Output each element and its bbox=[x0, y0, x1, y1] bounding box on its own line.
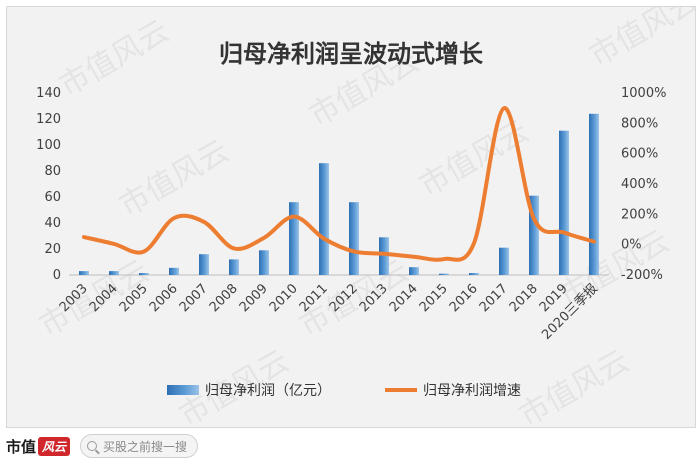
bar-2009 bbox=[259, 250, 269, 275]
bar-2010 bbox=[289, 202, 299, 275]
bar-2016 bbox=[469, 273, 479, 275]
legend-swatch-bar bbox=[167, 385, 199, 395]
footer: 市值 风云 买股之前搜一搜 bbox=[6, 430, 694, 462]
y-left-tick-label: 40 bbox=[44, 216, 61, 231]
bar-2013 bbox=[379, 237, 389, 275]
bar-2003 bbox=[79, 271, 89, 275]
bar-2018 bbox=[529, 195, 539, 275]
line-series-growth bbox=[82, 106, 596, 262]
bar-2005 bbox=[139, 273, 149, 275]
watermark-text: 市值风云 bbox=[514, 344, 635, 427]
y-left-tick-label: 100 bbox=[36, 138, 61, 153]
x-tick-label: 2010 bbox=[267, 281, 301, 315]
y-right-tick-label: 800% bbox=[621, 116, 658, 131]
y-left-tick-label: 80 bbox=[44, 164, 61, 179]
y-right-tick-label: 600% bbox=[621, 147, 658, 162]
x-tick-label: 2008 bbox=[207, 281, 241, 315]
y-left-tick-label: 120 bbox=[36, 112, 61, 127]
brand-logo[interactable]: 市值 风云 bbox=[6, 436, 71, 457]
legend-label-bar: 归母净利润（亿元） bbox=[205, 382, 331, 399]
y-left-tick-label: 0 bbox=[53, 268, 61, 283]
x-tick-label: 2018 bbox=[507, 281, 541, 315]
y-axis-left: 0 20 40 60 80 100 120 140 bbox=[36, 86, 61, 283]
x-tick-label: 2007 bbox=[177, 281, 211, 315]
bar-2020三季报 bbox=[589, 113, 599, 275]
chart-title: 归母净利润呈波动式增长 bbox=[219, 40, 484, 68]
chart-card: 市值风云 市值风云 市值风云 市值风云 市值风云 市值风云 市值风云 市值风云 市值风云 市值风云… bbox=[6, 6, 696, 428]
watermark-text: 市值风云 bbox=[54, 14, 175, 104]
bar-2008 bbox=[229, 259, 239, 275]
bar-2011 bbox=[319, 163, 329, 275]
bar-2014 bbox=[409, 267, 419, 275]
brand-name: 市值 bbox=[6, 437, 37, 456]
brand-tag: 风云 bbox=[38, 436, 71, 456]
watermark-text: 市值风云 bbox=[114, 134, 235, 224]
y-right-tick-label: 1000% bbox=[621, 86, 666, 101]
y-left-tick-label: 60 bbox=[44, 190, 61, 205]
bar-2015 bbox=[439, 273, 449, 275]
search-icon bbox=[87, 441, 98, 451]
x-tick-label: 2006 bbox=[147, 281, 181, 315]
x-tick-label: 2009 bbox=[237, 281, 271, 315]
bar-2017 bbox=[499, 247, 509, 275]
y-right-tick-label: -200% bbox=[621, 268, 663, 283]
watermark-text: 市值风云 bbox=[414, 114, 535, 204]
legend: 归母净利润（亿元） 归母净利润增速 bbox=[167, 382, 521, 399]
y-axis-right: -200% 0% 200% 400% 600% 800% 1000% bbox=[621, 86, 666, 283]
legend-label-line: 归母净利润增速 bbox=[423, 382, 521, 399]
x-tick-label: 2017 bbox=[477, 281, 511, 315]
watermark-text: 市值风云 bbox=[584, 7, 696, 74]
x-tick-label: 2016 bbox=[447, 281, 481, 315]
search-box[interactable]: 买股之前搜一搜 bbox=[80, 434, 199, 458]
y-left-tick-label: 140 bbox=[36, 86, 61, 101]
bar-series bbox=[79, 113, 599, 275]
bar-2007 bbox=[199, 254, 209, 275]
y-left-tick-label: 20 bbox=[44, 242, 61, 257]
y-right-tick-label: 400% bbox=[621, 177, 658, 192]
x-tick-label: 2015 bbox=[417, 281, 451, 315]
y-right-tick-label: 0% bbox=[621, 238, 642, 253]
search-placeholder: 买股之前搜一搜 bbox=[103, 439, 188, 454]
bar-2006 bbox=[169, 267, 179, 275]
bar-2019 bbox=[559, 130, 569, 275]
y-right-tick-label: 200% bbox=[621, 207, 658, 222]
bar-2012 bbox=[349, 202, 359, 275]
bar-2004 bbox=[109, 271, 119, 275]
